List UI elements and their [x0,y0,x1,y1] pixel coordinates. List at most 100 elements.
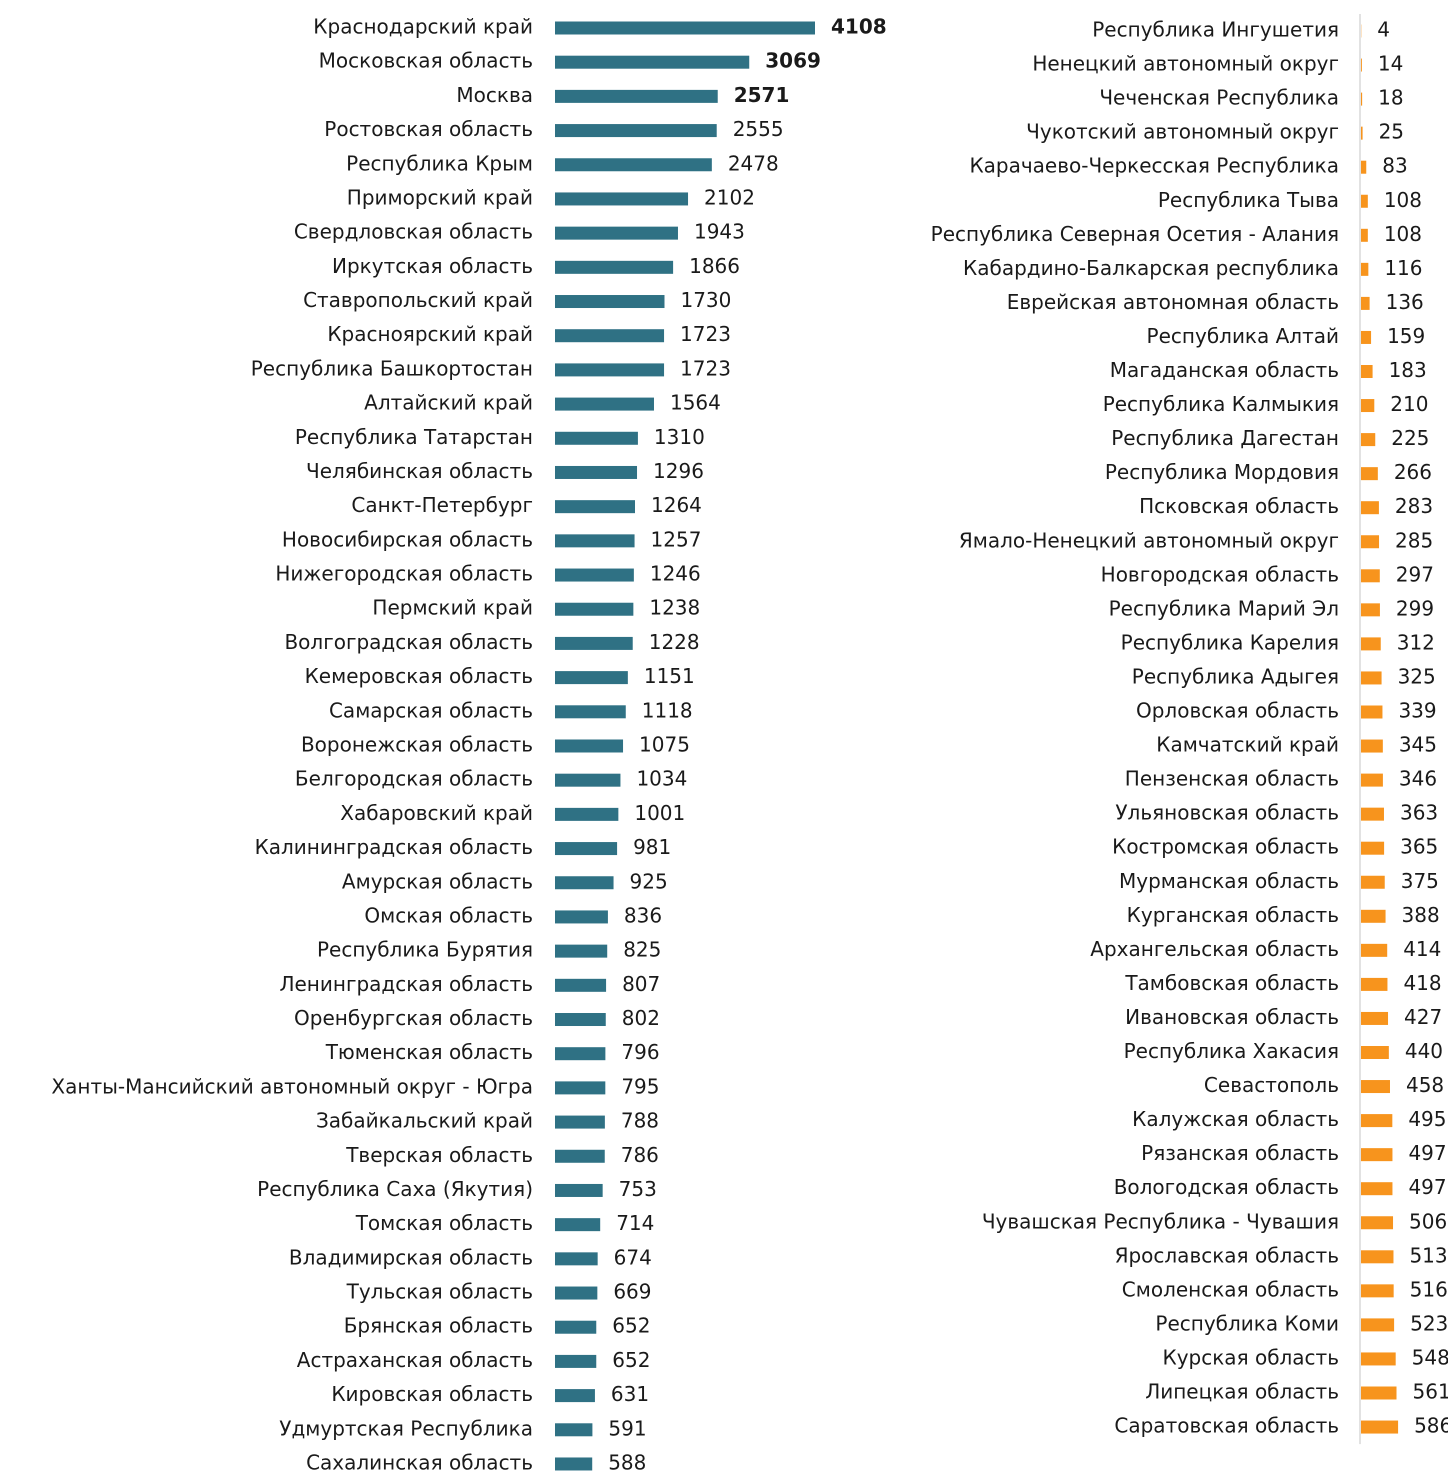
value-label: 285 [1395,528,1433,552]
category-label: Костромская область [1112,835,1339,859]
category-label: Тамбовская область [1124,971,1339,995]
category-label: Карачаево-Черкесская Республика [969,154,1339,178]
category-label: Челябинская область [306,459,533,483]
bar [1361,501,1379,515]
category-label: Калининградская область [255,835,533,859]
category-label: Удмуртская Республика [279,1416,533,1440]
bar [555,1218,601,1232]
value-label: 1151 [644,664,695,688]
bar [555,1354,597,1368]
category-label: Республика Алтай [1147,324,1339,348]
bar [1361,1182,1393,1196]
value-label: 516 [1410,1277,1448,1301]
category-label: Калужская область [1132,1107,1339,1131]
value-label: 1310 [654,425,705,449]
value-label: 795 [621,1074,659,1098]
bar [1361,841,1385,855]
bar [1361,603,1380,617]
bar [555,192,689,206]
bar [1361,1114,1393,1128]
category-label: Республика Адыгея [1132,664,1339,688]
bar [1361,58,1362,72]
category-label: Еврейская автономная область [1007,290,1339,314]
value-label: 2102 [704,185,755,209]
value-label: 753 [619,1177,657,1201]
category-label: Красноярский край [327,322,533,346]
bar [1361,262,1369,276]
bar [555,568,634,582]
bar [555,89,718,103]
value-label: 1075 [639,732,690,756]
bar [555,534,635,548]
category-label: Саратовская область [1114,1414,1339,1438]
bar [555,260,674,274]
bar [555,1081,606,1095]
value-label: 4 [1377,18,1390,42]
value-label: 1257 [651,527,702,551]
bar [555,226,678,240]
category-label: Ростовская область [324,117,533,141]
value-label: 652 [612,1348,650,1372]
bar [555,671,628,685]
bar [555,1320,597,1334]
category-label: Иркутская область [332,254,533,278]
category-label: Брянская область [344,1314,533,1338]
bar [555,1149,605,1163]
category-label: Тверская область [345,1143,533,1167]
bar [1361,228,1368,242]
category-label: Республика Калмыкия [1103,392,1339,416]
category-label: Чувашская Республика - Чувашия [982,1209,1339,1233]
bar [1361,1250,1394,1264]
bar [1361,1046,1389,1059]
bar [555,295,665,309]
category-label: Омская область [364,903,533,927]
bar [1361,569,1380,583]
bar [555,329,665,343]
value-label: 225 [1391,426,1429,450]
category-label: Москва [456,83,533,107]
bar [555,1423,593,1437]
value-label: 440 [1405,1039,1443,1063]
bar [1361,1318,1395,1332]
bar [1361,433,1376,447]
category-label: Томская область [355,1211,533,1235]
value-label: 312 [1397,630,1435,654]
value-label: 136 [1386,290,1424,314]
bar [555,910,608,924]
value-label: 3069 [765,49,821,73]
category-label: Липецкая область [1145,1380,1339,1404]
bar [1361,1148,1393,1162]
category-label: Рязанская область [1141,1141,1339,1165]
bar [1361,296,1370,310]
category-label: Республика Крым [346,151,533,175]
value-label: 297 [1396,562,1434,586]
value-label: 925 [630,869,668,893]
category-label: Белгородская область [295,767,533,791]
bar [555,1013,606,1027]
value-label: 458 [1406,1073,1444,1097]
category-label: Курская область [1163,1345,1340,1369]
value-label: 1723 [680,356,731,380]
bar [555,842,618,856]
bar [555,739,624,753]
bar [1361,1284,1394,1298]
category-label: Республика Северная Осетия - Алания [931,222,1339,246]
bar [1361,194,1368,208]
category-label: Ставропольский край [303,288,533,312]
category-label: Пермский край [372,596,533,620]
bar [555,363,665,377]
value-label: 4108 [831,15,887,39]
value-label: 299 [1396,596,1434,620]
category-label: Московская область [319,49,533,73]
value-label: 108 [1384,188,1422,212]
value-label: 1296 [653,459,704,483]
bar [1361,92,1363,106]
bar [555,465,638,479]
category-label: Волгоградская область [284,630,533,654]
value-label: 388 [1402,903,1440,927]
category-label: Орловская область [1136,699,1339,723]
category-label: Нижегородская область [275,562,533,586]
value-label: 825 [623,938,661,962]
value-label: 714 [616,1211,654,1235]
bar [1361,909,1386,923]
